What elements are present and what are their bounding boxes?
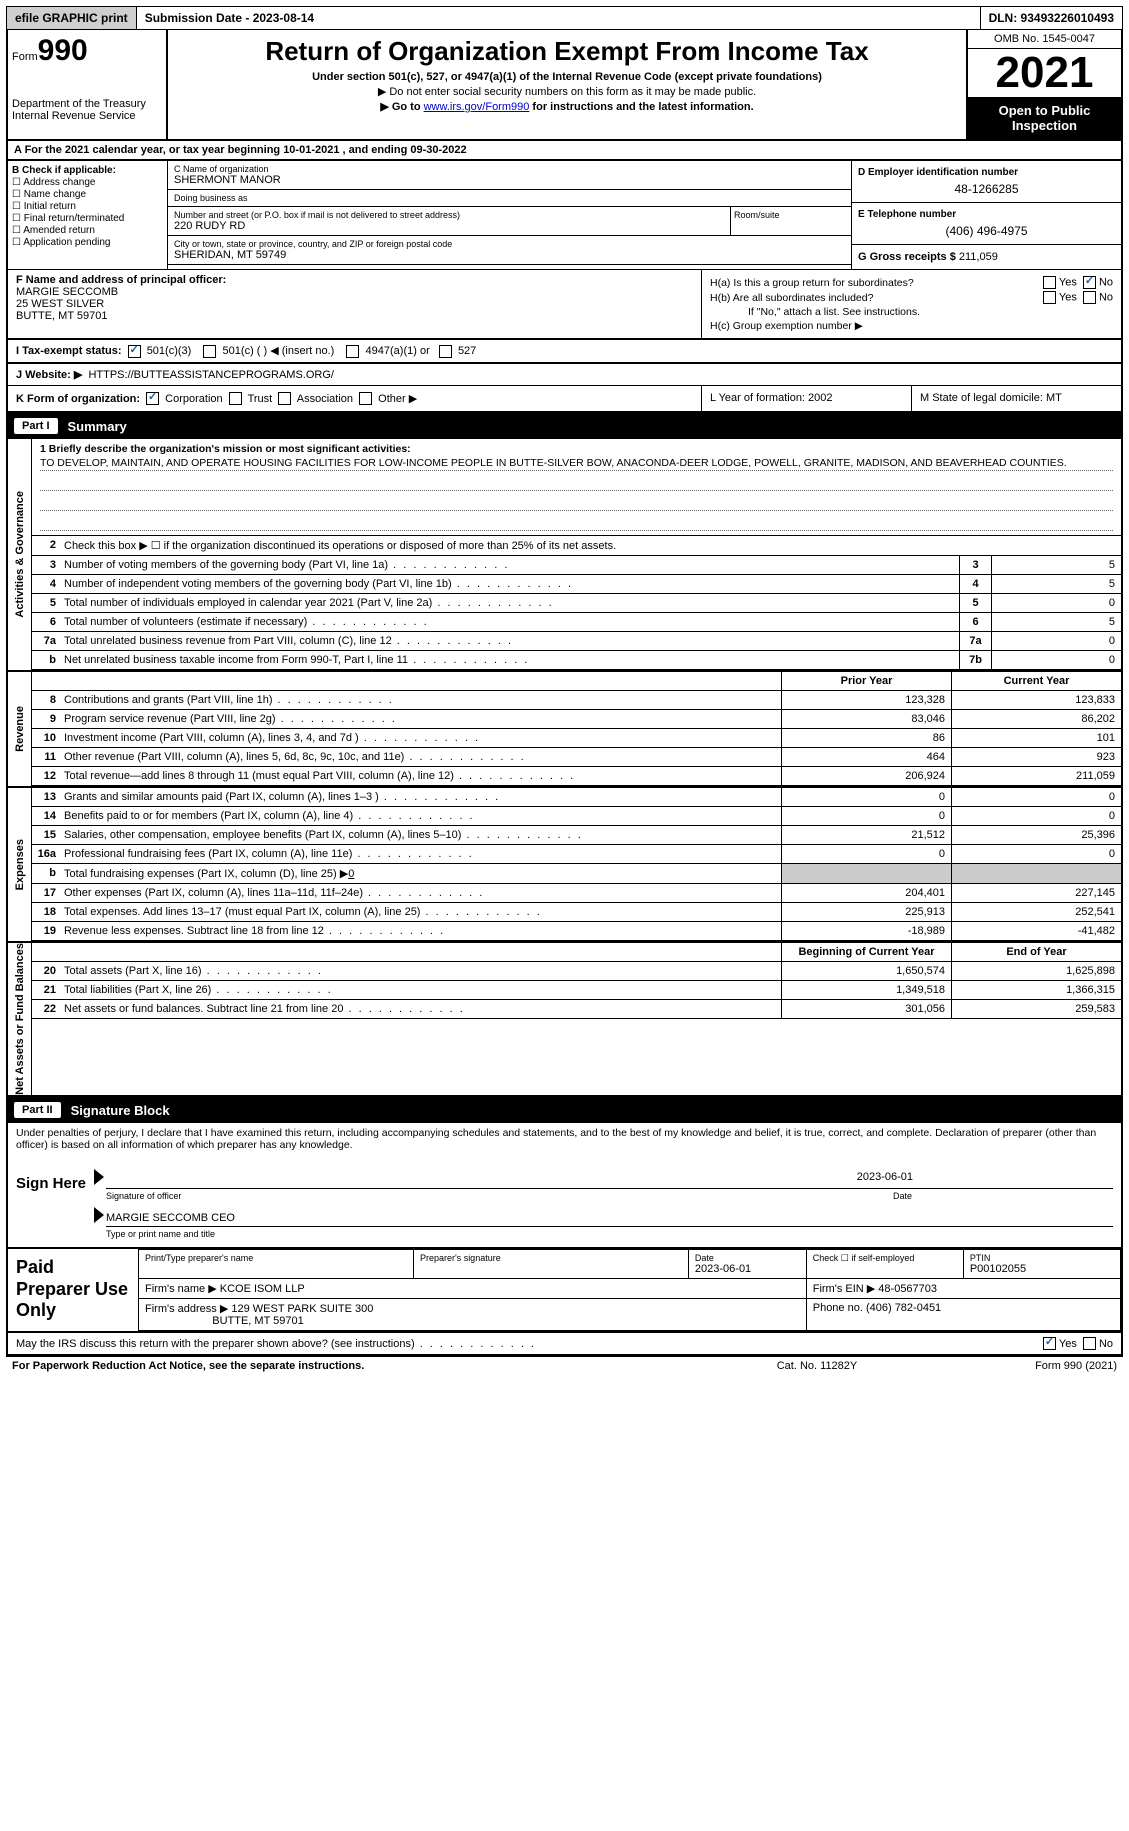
g-gross-receipts: G Gross receipts $ 211,059 — [852, 245, 1121, 269]
ha-no[interactable] — [1083, 276, 1096, 289]
part-2-header: Part II Signature Block — [6, 1097, 1123, 1123]
omb-number: OMB No. 1545-0047 — [968, 30, 1121, 49]
c-city: City or town, state or province, country… — [168, 236, 851, 265]
goto-suffix: for instructions and the latest informat… — [529, 101, 753, 113]
e-telephone: E Telephone number (406) 496-4975 — [852, 203, 1121, 245]
side-netassets: Net Assets or Fund Balances — [8, 943, 32, 1095]
line-1-mission: 1 Briefly describe the organization's mi… — [32, 439, 1121, 536]
mayirs-no[interactable] — [1083, 1337, 1096, 1350]
d-ein: D Employer identification number 48-1266… — [852, 161, 1121, 203]
k-other[interactable] — [359, 392, 372, 405]
k-corp[interactable] — [146, 392, 159, 405]
line-6: 6Total number of volunteers (estimate if… — [32, 613, 1121, 632]
form-title: Return of Organization Exempt From Incom… — [174, 36, 960, 67]
line-18: 18Total expenses. Add lines 13–17 (must … — [32, 903, 1121, 922]
line-20: 20Total assets (Part X, line 16) 1,650,5… — [32, 962, 1121, 981]
line-4: 4Number of independent voting members of… — [32, 575, 1121, 594]
hb-no[interactable] — [1083, 291, 1096, 304]
cb-application-pending[interactable]: ☐ Application pending — [12, 237, 163, 248]
dept-treasury: Department of the Treasury — [12, 98, 162, 110]
paid-preparer: Paid Preparer Use Only Print/Type prepar… — [6, 1249, 1123, 1333]
cb-initial-return[interactable]: ☐ Initial return — [12, 201, 163, 212]
form-word: Form — [12, 51, 38, 63]
c-org-name: C Name of organization SHERMONT MANOR — [168, 161, 851, 190]
line-17: 17Other expenses (Part IX, column (A), l… — [32, 884, 1121, 903]
top-bar: efile GRAPHIC print Submission Date - 20… — [6, 6, 1123, 30]
line-8: 8Contributions and grants (Part VIII, li… — [32, 691, 1121, 710]
line-19: 19Revenue less expenses. Subtract line 1… — [32, 922, 1121, 941]
line-16b: b Total fundraising expenses (Part IX, c… — [32, 864, 1121, 884]
b-label: B Check if applicable: — [12, 165, 116, 176]
submission-date: Submission Date - 2023-08-14 — [137, 7, 981, 29]
line-22: 22Net assets or fund balances. Subtract … — [32, 1000, 1121, 1019]
mayirs-yes[interactable] — [1043, 1337, 1056, 1350]
i-501c[interactable] — [203, 345, 216, 358]
h-c: H(c) Group exemption number ▶ — [710, 320, 1113, 332]
line-b: bNet unrelated business taxable income f… — [32, 651, 1121, 670]
tax-year: 2021 — [968, 49, 1121, 97]
c-dba: Doing business as — [168, 190, 851, 207]
ha-yes[interactable] — [1043, 276, 1056, 289]
cb-amended-return[interactable]: ☐ Amended return — [12, 225, 163, 236]
side-expenses: Expenses — [8, 788, 32, 941]
officer-name-line: MARGIE SECCOMB CEO — [106, 1207, 1113, 1227]
line-5: 5Total number of individuals employed in… — [32, 594, 1121, 613]
bycy-header: Beginning of Current YearEnd of Year — [32, 943, 1121, 962]
line-16a: 16aProfessional fundraising fees (Part I… — [32, 845, 1121, 864]
k-assoc[interactable] — [278, 392, 291, 405]
irs-link[interactable]: www.irs.gov/Form990 — [424, 101, 530, 113]
i-4947[interactable] — [346, 345, 359, 358]
line-14: 14Benefits paid to or for members (Part … — [32, 807, 1121, 826]
i-tax-exempt: I Tax-exempt status: 501(c)(3) 501(c) ( … — [8, 340, 1121, 363]
line-10: 10Investment income (Part VIII, column (… — [32, 729, 1121, 748]
efile-print-button[interactable]: efile GRAPHIC print — [7, 7, 137, 29]
c-address: Number and street (or P.O. box if mail i… — [168, 207, 731, 235]
h-b: H(b) Are all subordinates included? Yes … — [710, 291, 1113, 304]
may-irs-discuss: May the IRS discuss this return with the… — [6, 1333, 1123, 1356]
side-activities: Activities & Governance — [8, 439, 32, 670]
cb-final-return[interactable]: ☐ Final return/terminated — [12, 213, 163, 224]
row-a-tax-year: A For the 2021 calendar year, or tax yea… — [6, 141, 1123, 161]
goto-prefix: ▶ Go to — [380, 101, 423, 113]
h-a: H(a) Is this a group return for subordin… — [710, 276, 1113, 289]
m-state-domicile: M State of legal domicile: MT — [911, 386, 1121, 412]
officer-signature-line[interactable]: 2023-06-01 — [106, 1169, 1113, 1189]
open-to-public: Open to Public Inspection — [968, 97, 1121, 139]
hb-yes[interactable] — [1043, 291, 1056, 304]
page-footer: For Paperwork Reduction Act Notice, see … — [6, 1356, 1123, 1375]
sign-block: Sign Here 2023-06-01 Signature of office… — [6, 1155, 1123, 1249]
cb-address-change[interactable]: ☐ Address change — [12, 177, 163, 188]
line-15: 15Salaries, other compensation, employee… — [32, 826, 1121, 845]
form-subtitle-3: ▶ Go to www.irs.gov/Form990 for instruct… — [174, 100, 960, 113]
irs-label: Internal Revenue Service — [12, 110, 162, 122]
line-7a: 7aTotal unrelated business revenue from … — [32, 632, 1121, 651]
line-13: 13Grants and similar amounts paid (Part … — [32, 788, 1121, 807]
cb-name-change[interactable]: ☐ Name change — [12, 189, 163, 200]
line-11: 11Other revenue (Part VIII, column (A), … — [32, 748, 1121, 767]
form-number: 990 — [38, 34, 88, 67]
h-b-note: If "No," attach a list. See instructions… — [710, 306, 1113, 318]
k-form-org: K Form of organization: Corporation Trus… — [8, 386, 701, 412]
form-subtitle-1: Under section 501(c), 527, or 4947(a)(1)… — [174, 71, 960, 83]
line-2: 2Check this box ▶ ☐ if the organization … — [32, 536, 1121, 556]
form-header: Form990 Department of the Treasury Inter… — [6, 30, 1123, 141]
part-1-header: Part I Summary — [6, 413, 1123, 439]
dln: DLN: 93493226010493 — [981, 7, 1122, 29]
j-website: J Website: ▶ HTTPS://BUTTEASSISTANCEPROG… — [8, 364, 1121, 385]
l-year-formation: L Year of formation: 2002 — [701, 386, 911, 412]
i-501c3[interactable] — [128, 345, 141, 358]
section-b: B Check if applicable: ☐ Address change … — [8, 161, 168, 269]
c-room-suite: Room/suite — [731, 207, 851, 235]
line-9: 9Program service revenue (Part VIII, lin… — [32, 710, 1121, 729]
form-subtitle-2: ▶ Do not enter social security numbers o… — [174, 85, 960, 98]
f-principal-officer: F Name and address of principal officer:… — [8, 270, 701, 338]
pycy-header: Prior YearCurrent Year — [32, 672, 1121, 691]
i-527[interactable] — [439, 345, 452, 358]
side-revenue: Revenue — [8, 672, 32, 786]
penalties-text: Under penalties of perjury, I declare th… — [6, 1123, 1123, 1155]
line-21: 21Total liabilities (Part X, line 26) 1,… — [32, 981, 1121, 1000]
line-12: 12Total revenue—add lines 8 through 11 (… — [32, 767, 1121, 786]
line-3: 3Number of voting members of the governi… — [32, 556, 1121, 575]
k-trust[interactable] — [229, 392, 242, 405]
